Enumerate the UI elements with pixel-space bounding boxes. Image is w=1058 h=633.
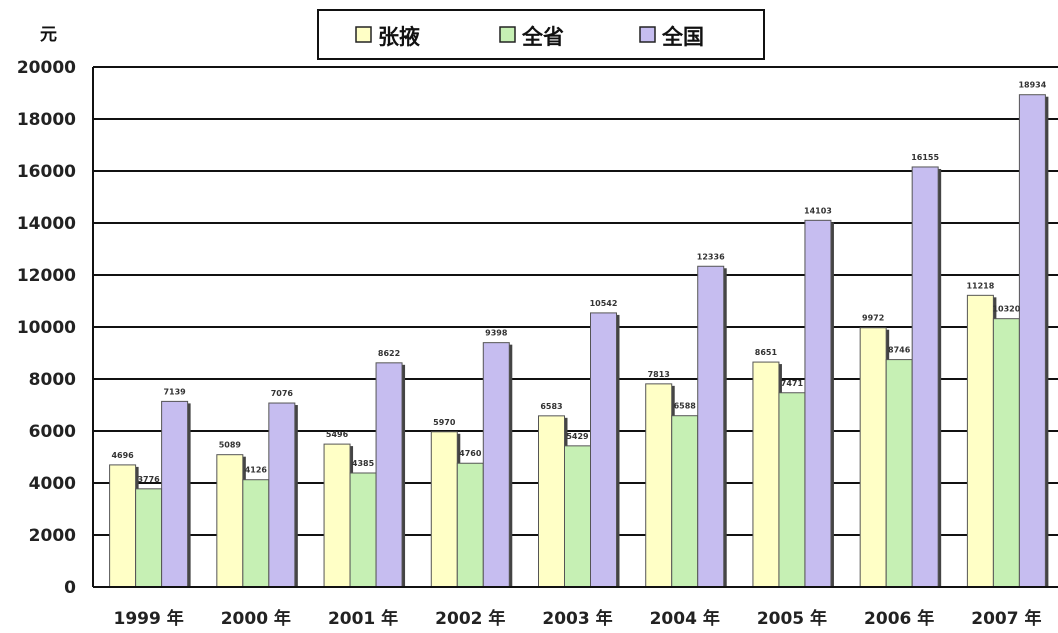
x-tick-label: 1999 年 — [113, 608, 183, 629]
x-tick-label: 2001 年 — [328, 608, 398, 629]
data-label: 10320 — [992, 305, 1020, 314]
bar — [590, 312, 617, 588]
bar — [885, 359, 913, 588]
bar — [778, 392, 806, 588]
y-tick-label: 6000 — [29, 422, 76, 442]
bar — [752, 361, 780, 588]
data-label: 8622 — [378, 349, 400, 358]
legend-label: 张掖 — [378, 25, 420, 49]
y-axis-ticks: 0 2000 4000 6000 8000 10000 12000 14000 16000 180… — [17, 58, 76, 598]
y-tick-label: 16000 — [17, 162, 76, 182]
legend-swatch — [499, 26, 516, 43]
data-label: 7813 — [648, 370, 670, 379]
data-label: 6583 — [540, 402, 562, 411]
data-label: 4696 — [111, 451, 134, 460]
y-tick-label: 8000 — [29, 370, 76, 390]
y-axis-unit-label: 元 — [40, 25, 57, 45]
x-tick-label: 2002 年 — [435, 608, 505, 629]
y-tick-label: 12000 — [17, 266, 76, 286]
data-label: 9398 — [485, 329, 508, 338]
bars — [109, 94, 1049, 588]
bar — [1018, 94, 1046, 588]
bar — [216, 454, 244, 588]
data-label: 5496 — [326, 430, 349, 439]
bar — [992, 318, 1020, 588]
bar — [697, 265, 725, 588]
y-tick-label: 4000 — [29, 474, 76, 494]
data-label: 5089 — [219, 441, 242, 450]
data-label: 5970 — [433, 418, 456, 427]
bar — [161, 400, 189, 588]
bar — [135, 488, 163, 588]
bar — [242, 479, 270, 588]
bar — [430, 431, 458, 588]
bar — [349, 472, 377, 588]
y-tick-label: 10000 — [17, 318, 76, 338]
y-tick-label: 20000 — [17, 58, 76, 78]
bar — [564, 445, 591, 588]
bar — [859, 327, 887, 588]
data-label: 11218 — [966, 281, 994, 290]
data-label: 8746 — [888, 346, 911, 355]
legend-label: 全国 — [661, 25, 704, 49]
legend-label: 全省 — [521, 25, 564, 49]
legend: 张掖 全省 全国 — [317, 9, 765, 60]
x-axis-ticks: 1999 年 2000 年 2001 年 2002 年 2003 年 2004 年 2005… — [113, 608, 1041, 629]
data-label: 7076 — [271, 389, 294, 398]
legend-box — [317, 9, 765, 60]
y-tick-label: 18000 — [17, 110, 76, 130]
y-tick-label: 0 — [64, 578, 76, 598]
data-label: 8651 — [755, 348, 778, 357]
data-label: 4126 — [245, 466, 268, 475]
data-labels: 4696 3776 7139 5089 4126 7076 5496 4385 8622 5970… — [111, 81, 1046, 484]
legend-swatch — [355, 26, 372, 43]
x-tick-label: 2000 年 — [221, 608, 291, 629]
x-tick-label: 2007 年 — [971, 608, 1041, 629]
y-tick-label: 2000 — [29, 526, 76, 546]
bar — [966, 294, 994, 588]
y-tick-label: 14000 — [17, 214, 76, 234]
axes — [92, 67, 1058, 588]
x-tick-label: 2005 年 — [757, 608, 827, 629]
bar — [375, 362, 403, 588]
bar — [268, 402, 296, 588]
data-label: 4760 — [459, 449, 482, 458]
bar — [804, 219, 832, 588]
data-label: 9972 — [862, 314, 884, 323]
data-label: 10542 — [590, 299, 618, 308]
bar — [671, 415, 699, 588]
data-label: 12336 — [697, 252, 725, 261]
data-label: 3776 — [137, 475, 160, 484]
x-tick-label: 2006 年 — [864, 608, 934, 629]
bar — [538, 415, 565, 588]
data-label: 16155 — [911, 153, 939, 162]
bar — [911, 166, 939, 588]
data-label: 5429 — [566, 432, 589, 441]
data-label: 7471 — [781, 379, 804, 388]
data-label: 14103 — [804, 206, 832, 215]
data-label: 18934 — [1018, 81, 1046, 90]
data-label: 4385 — [352, 459, 375, 468]
bar — [645, 383, 673, 588]
bar — [323, 443, 351, 588]
bar — [482, 342, 510, 588]
data-label: 7139 — [163, 387, 186, 396]
x-tick-label: 2003 年 — [542, 608, 612, 629]
bar — [109, 464, 137, 588]
x-tick-label: 2004 年 — [650, 608, 720, 629]
legend-swatch — [639, 26, 656, 43]
bar — [456, 462, 484, 588]
data-label: 6588 — [674, 402, 697, 411]
